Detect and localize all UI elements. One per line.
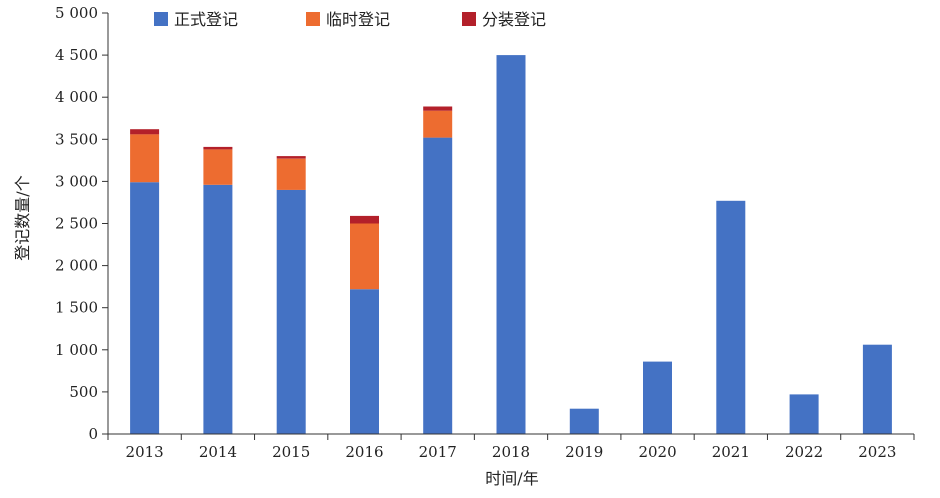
bar-2017-series-3 bbox=[423, 106, 453, 111]
y-tick-label: 1 000 bbox=[55, 341, 98, 359]
x-tick-label: 2023 bbox=[858, 443, 896, 461]
legend-label-2: 临时登记 bbox=[326, 10, 390, 29]
x-tick-label: 2017 bbox=[419, 443, 457, 461]
bar-2015-series-1 bbox=[276, 189, 306, 434]
y-tick-label: 500 bbox=[69, 383, 98, 401]
legend-swatch-3 bbox=[462, 12, 476, 26]
y-tick-label: 4 500 bbox=[55, 46, 98, 64]
x-tick-label: 2016 bbox=[345, 443, 383, 461]
bar-2015-series-2 bbox=[276, 158, 306, 190]
bar-2016-series-1 bbox=[350, 289, 379, 434]
legend: 正式登记 临时登记 分装登记 bbox=[154, 10, 546, 29]
x-tick-label: 2020 bbox=[638, 443, 676, 461]
x-tick-label: 2014 bbox=[199, 443, 237, 461]
y-tick-label: 3 000 bbox=[55, 172, 98, 190]
x-tick-label: 2019 bbox=[565, 443, 603, 461]
legend-swatch-2 bbox=[306, 12, 320, 26]
bar-2019-series-1 bbox=[569, 408, 599, 434]
bar-2014-series-2 bbox=[203, 149, 233, 185]
bar-2013-series-1 bbox=[130, 182, 160, 434]
bar-2015-series-3 bbox=[276, 156, 306, 159]
legend-label-3: 分装登记 bbox=[482, 10, 546, 29]
y-tick-label: 4 000 bbox=[55, 88, 98, 106]
bar-2021-series-1 bbox=[716, 200, 746, 434]
bar-2018-series-1 bbox=[496, 55, 526, 434]
bar-2016-series-2 bbox=[350, 223, 379, 290]
x-tick-label: 2013 bbox=[126, 443, 164, 461]
bar-2014-series-1 bbox=[203, 184, 233, 434]
bar-2014-series-3 bbox=[203, 146, 233, 150]
bar-2022-series-1 bbox=[789, 394, 819, 434]
axes-group: 0 500 1 000 1 500 2 000 2 500 3 000 3 500 4 000 4… bbox=[55, 4, 915, 461]
bar-2017-series-1 bbox=[423, 137, 453, 434]
bar-2016-series-3 bbox=[350, 215, 379, 224]
y-tick-label: 3 500 bbox=[55, 130, 98, 148]
y-tick-label: 0 bbox=[88, 425, 98, 443]
x-axis-title: 时间/年 bbox=[485, 469, 538, 488]
x-tick-label: 2018 bbox=[492, 443, 530, 461]
y-axis-title: 登记数量/个 bbox=[13, 175, 32, 260]
y-tick-label: 2 000 bbox=[55, 257, 98, 275]
x-tick-label: 2015 bbox=[272, 443, 310, 461]
bar-2017-series-2 bbox=[423, 110, 453, 138]
y-tick-label: 5 000 bbox=[55, 4, 98, 22]
bar-2013-series-2 bbox=[130, 134, 160, 183]
bar-2013-series-3 bbox=[130, 129, 160, 135]
legend-swatch-1 bbox=[154, 12, 168, 26]
x-tick-label: 2022 bbox=[785, 443, 823, 461]
bar-2020-series-1 bbox=[643, 361, 672, 434]
y-tick-label: 2 500 bbox=[55, 215, 98, 233]
legend-label-1: 正式登记 bbox=[174, 10, 238, 29]
bar-2023-series-1 bbox=[862, 344, 892, 434]
y-tick-label: 1 500 bbox=[55, 299, 98, 317]
bars-group bbox=[130, 55, 892, 434]
x-tick-label: 2021 bbox=[712, 443, 750, 461]
